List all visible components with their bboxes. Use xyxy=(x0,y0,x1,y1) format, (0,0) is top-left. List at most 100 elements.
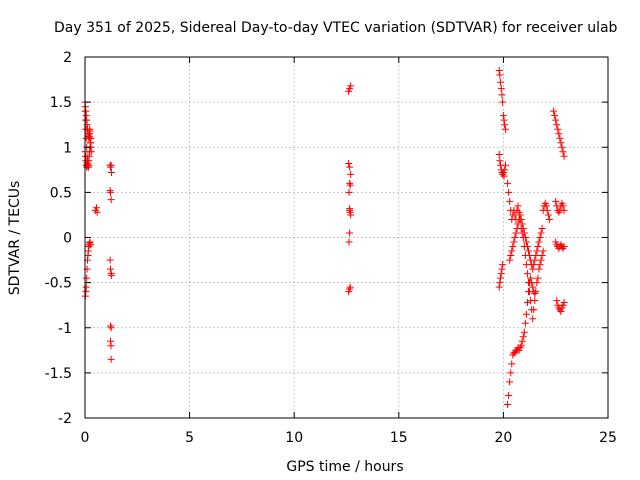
data-point xyxy=(538,252,546,260)
data-point xyxy=(556,134,564,142)
data-point xyxy=(560,243,568,251)
data-point xyxy=(558,143,566,151)
data-point xyxy=(536,234,544,241)
data-point xyxy=(537,256,545,264)
data-point xyxy=(107,163,115,171)
data-point xyxy=(508,360,516,368)
data-point xyxy=(544,211,552,219)
data-point xyxy=(345,288,353,296)
data-point xyxy=(517,215,525,223)
x-tick-label: 15 xyxy=(390,430,408,446)
data-point xyxy=(505,188,513,196)
data-point xyxy=(506,197,514,205)
data-point xyxy=(517,342,525,350)
data-point xyxy=(501,121,509,129)
data-point xyxy=(526,252,534,260)
y-tick-label: 0.5 xyxy=(50,185,72,201)
data-point xyxy=(514,202,522,210)
data-point xyxy=(559,148,567,156)
data-point xyxy=(560,206,568,214)
data-point xyxy=(107,265,115,273)
data-point xyxy=(495,67,503,75)
data-point xyxy=(497,85,505,93)
data-point xyxy=(545,215,553,223)
data-point xyxy=(345,238,353,246)
data-point xyxy=(525,279,533,287)
data-point xyxy=(538,224,546,232)
data-point xyxy=(533,279,541,287)
y-tick-label: 0 xyxy=(63,231,72,247)
data-point xyxy=(86,241,94,249)
data-point xyxy=(495,150,503,158)
data-point xyxy=(529,265,537,273)
data-point xyxy=(505,391,513,399)
x-tick-label: 25 xyxy=(599,430,617,446)
data-point xyxy=(501,166,509,174)
data-point xyxy=(560,298,568,306)
data-point xyxy=(82,134,90,142)
x-tick-label: 0 xyxy=(81,430,90,446)
data-point xyxy=(107,322,115,330)
data-point xyxy=(495,283,503,291)
data-point xyxy=(521,234,529,241)
grid-lines xyxy=(85,57,608,418)
y-tick-label: -0.5 xyxy=(45,276,72,292)
data-point xyxy=(529,283,537,291)
data-point xyxy=(496,157,504,165)
data-point xyxy=(499,261,507,269)
data-point xyxy=(522,238,530,246)
data-point xyxy=(526,288,534,296)
data-point xyxy=(504,179,512,187)
data-point xyxy=(543,206,551,214)
data-point xyxy=(107,188,115,196)
data-point xyxy=(512,229,520,237)
data-point xyxy=(496,78,504,86)
y-tick-label: -2 xyxy=(58,411,72,427)
data-point xyxy=(516,344,524,352)
data-point xyxy=(530,306,538,314)
data-point xyxy=(523,243,531,251)
data-point xyxy=(497,270,505,278)
data-point xyxy=(107,355,115,363)
data-point xyxy=(560,152,568,160)
data-point xyxy=(536,261,544,269)
data-point xyxy=(516,211,524,219)
x-tick-label: 5 xyxy=(185,430,194,446)
data-point xyxy=(347,170,355,178)
y-tick-label: 1.5 xyxy=(50,95,72,111)
data-point xyxy=(86,127,94,135)
data-point xyxy=(559,244,567,252)
data-point xyxy=(506,256,514,264)
data-point xyxy=(553,121,561,129)
data-point xyxy=(555,208,563,216)
data-point xyxy=(519,224,527,232)
data-point xyxy=(557,139,565,147)
data-point xyxy=(346,229,354,237)
data-point xyxy=(520,229,528,237)
data-point xyxy=(513,224,521,232)
data-point xyxy=(529,315,537,323)
data-point xyxy=(107,342,115,350)
data-point xyxy=(550,107,558,115)
data-point xyxy=(527,274,535,282)
data-point xyxy=(534,274,542,282)
data-point xyxy=(501,125,509,133)
data-point xyxy=(552,116,560,124)
y-tick-label: 1 xyxy=(63,140,72,156)
data-point xyxy=(346,179,354,187)
data-point xyxy=(499,98,507,106)
data-point xyxy=(501,161,509,169)
data-point xyxy=(498,265,506,273)
x-tick-label: 20 xyxy=(494,430,512,446)
data-point xyxy=(518,220,526,228)
y-axis-title: SDTVAR / TECUs xyxy=(7,181,23,296)
data-point xyxy=(509,243,517,251)
data-point xyxy=(555,130,563,138)
data-point xyxy=(346,206,354,214)
data-point xyxy=(496,71,504,79)
data-point xyxy=(346,181,354,189)
x-tick-labels: 0 5 10 15 20 25 xyxy=(81,430,617,446)
data-point xyxy=(345,188,353,196)
data-point xyxy=(506,378,514,386)
